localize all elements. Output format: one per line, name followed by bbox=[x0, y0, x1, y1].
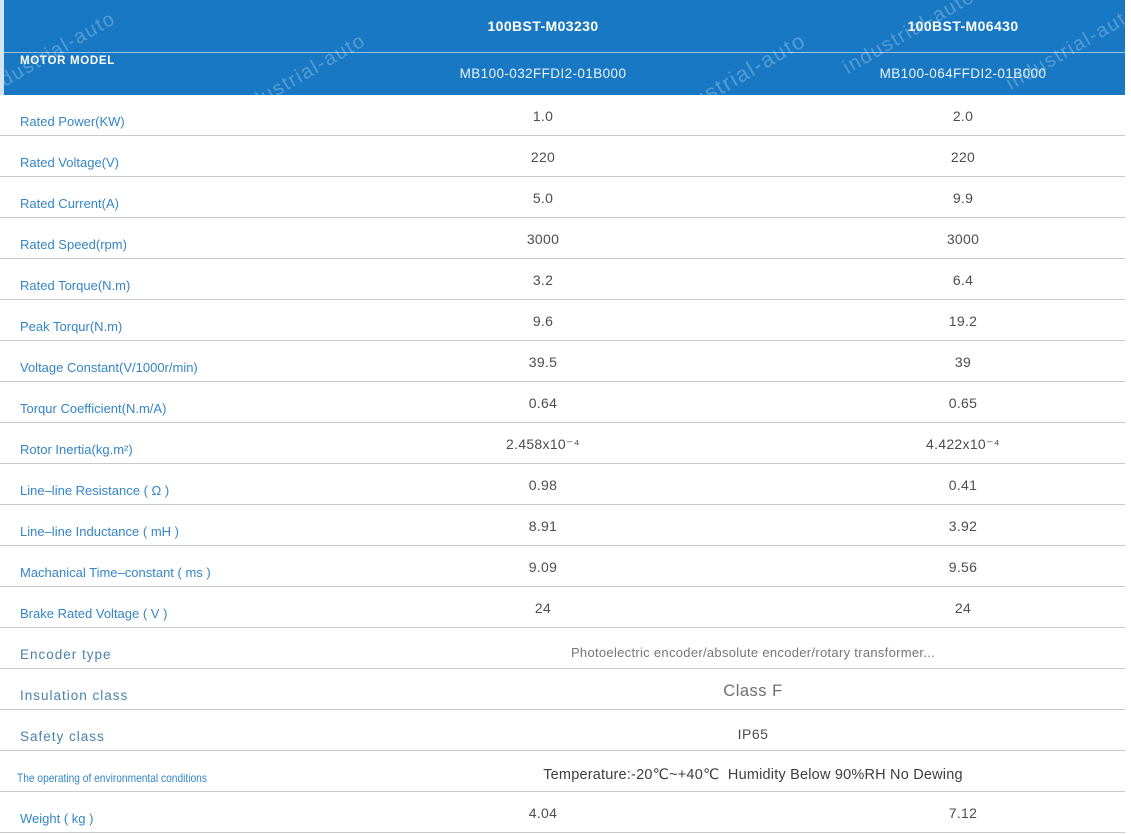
table-row: Rated Voltage(V) 220 220 bbox=[0, 136, 1131, 177]
row-value-col2: 3000 bbox=[946, 231, 980, 247]
column-header-model-2: MB100-064FFDI2-01B000 bbox=[879, 66, 1047, 81]
row-label: Torqur Coefficient(N.m/A) bbox=[20, 401, 167, 416]
table-row: Machanical Time–constant ( ms ) 9.09 9.56 bbox=[0, 546, 1131, 587]
row-value-col2: 6.4 bbox=[952, 272, 974, 288]
row-label: Rated Speed(rpm) bbox=[20, 237, 127, 252]
table-row: Brake Rated Voltage ( V ) 24 24 bbox=[0, 587, 1131, 628]
header-divider bbox=[0, 52, 1126, 53]
right-edge-margin bbox=[1125, 0, 1131, 834]
motor-model-label: MOTOR MODEL bbox=[20, 55, 116, 67]
row-value-col2: 19.2 bbox=[948, 313, 978, 329]
header-model-band: MB100-032FFDI2-01B000 MB100-064FFDI2-01B… bbox=[0, 52, 1131, 95]
table-row: Rated Torque(N.m) 3.2 6.4 bbox=[0, 259, 1131, 300]
row-label: Safety class bbox=[20, 729, 105, 744]
row-value-col1: 3.2 bbox=[532, 272, 554, 288]
row-value-col2: 220 bbox=[950, 149, 976, 165]
row-label: Line–line Resistance ( Ω ) bbox=[20, 483, 170, 498]
table-row: The operating of environmental condition… bbox=[0, 751, 1131, 792]
row-label: Brake Rated Voltage ( V ) bbox=[20, 606, 168, 621]
column-header-model-1: MB100-032FFDI2-01B000 bbox=[459, 66, 627, 81]
row-label: Weight ( kg ) bbox=[20, 811, 94, 826]
table-row: Safety class IP65 bbox=[0, 710, 1131, 751]
row-value-col1: 8.91 bbox=[528, 518, 558, 534]
row-value-col2: 9.9 bbox=[952, 190, 974, 206]
row-label: Rated Power(KW) bbox=[20, 114, 125, 129]
row-label: Rated Current(A) bbox=[20, 196, 119, 211]
table-row: Rated Power(KW) 1.0 2.0 bbox=[0, 95, 1131, 136]
row-value-col2: 24 bbox=[954, 600, 972, 616]
row-value-col1: 0.64 bbox=[528, 395, 558, 411]
table-row: Rotor Inertia(kg.m²) 2.458x10⁻⁴ 4.422x10⁻… bbox=[0, 423, 1131, 464]
row-label: Encoder type bbox=[20, 647, 112, 662]
row-value-col1: 9.6 bbox=[532, 313, 554, 329]
row-label: Rotor Inertia(kg.m²) bbox=[20, 442, 133, 457]
row-value-col2: 9.56 bbox=[948, 559, 978, 575]
table-row: Line–line Inductance ( mH ) 8.91 3.92 bbox=[0, 505, 1131, 546]
row-value-col2: 39 bbox=[954, 354, 972, 370]
column-header-series-1: 100BST-M03230 bbox=[487, 18, 599, 34]
table-row: Encoder type Photoelectric encoder/absol… bbox=[0, 628, 1131, 669]
row-value-col1: 5.0 bbox=[532, 190, 554, 206]
row-value-col2: 7.12 bbox=[948, 805, 978, 821]
row-value-col2: 0.65 bbox=[948, 395, 978, 411]
table-row: Insulation class Class F bbox=[0, 669, 1131, 710]
row-value-col1: 9.09 bbox=[528, 559, 558, 575]
table-row: Voltage Constant(V/1000r/min) 39.5 39 bbox=[0, 341, 1131, 382]
row-label: Peak Torqur(N.m) bbox=[20, 319, 123, 334]
table-row: Weight ( kg ) 4.04 7.12 bbox=[0, 792, 1131, 833]
row-value-col1: 24 bbox=[534, 600, 552, 616]
table-row: Line–line Resistance ( Ω ) 0.98 0.41 bbox=[0, 464, 1131, 505]
row-value-col1: 220 bbox=[530, 149, 556, 165]
row-label: Rated Torque(N.m) bbox=[20, 278, 131, 293]
table-body: Rated Power(KW) 1.0 2.0 Rated Voltage(V) … bbox=[0, 95, 1131, 833]
row-label: Rated Voltage(V) bbox=[20, 155, 120, 170]
row-label: Machanical Time–constant ( ms ) bbox=[20, 565, 211, 580]
row-value-col2: 3.92 bbox=[948, 518, 978, 534]
row-value-col2: 2.0 bbox=[952, 108, 974, 124]
row-value-span: Temperature:-20℃~+40℃ Humidity Below 90%… bbox=[543, 767, 963, 783]
row-value-span: Class F bbox=[723, 682, 783, 700]
table-row: Rated Current(A) 5.0 9.9 bbox=[0, 177, 1131, 218]
header-series-band: 100BST-M03230 100BST-M06430 bbox=[0, 0, 1131, 52]
row-label: Insulation class bbox=[20, 688, 129, 703]
column-header-series-2: 100BST-M06430 bbox=[907, 18, 1019, 34]
row-value-col1: 39.5 bbox=[528, 354, 558, 370]
row-value-col1: 1.0 bbox=[532, 108, 554, 124]
row-label: The operating of environmental condition… bbox=[17, 771, 207, 785]
row-value-col1: 0.98 bbox=[528, 477, 558, 493]
row-label: Line–line Inductance ( mH ) bbox=[20, 524, 179, 539]
row-value-col2: 4.422x10⁻⁴ bbox=[925, 436, 1000, 452]
row-value-span: IP65 bbox=[737, 726, 769, 742]
row-value-span: Photoelectric encoder/absolute encoder/r… bbox=[570, 645, 936, 660]
row-value-col1: 4.04 bbox=[528, 805, 558, 821]
row-value-col1: 2.458x10⁻⁴ bbox=[505, 436, 580, 452]
left-edge-margin bbox=[0, 0, 4, 95]
table-row: Torqur Coefficient(N.m/A) 0.64 0.65 bbox=[0, 382, 1131, 423]
row-value-col2: 0.41 bbox=[948, 477, 978, 493]
table-header: industrial-auto industrial-auto industri… bbox=[0, 0, 1131, 95]
table-row: Rated Speed(rpm) 3000 3000 bbox=[0, 218, 1131, 259]
table-row: Peak Torqur(N.m) 9.6 19.2 bbox=[0, 300, 1131, 341]
row-value-col1: 3000 bbox=[526, 231, 560, 247]
row-label: Voltage Constant(V/1000r/min) bbox=[20, 360, 198, 375]
